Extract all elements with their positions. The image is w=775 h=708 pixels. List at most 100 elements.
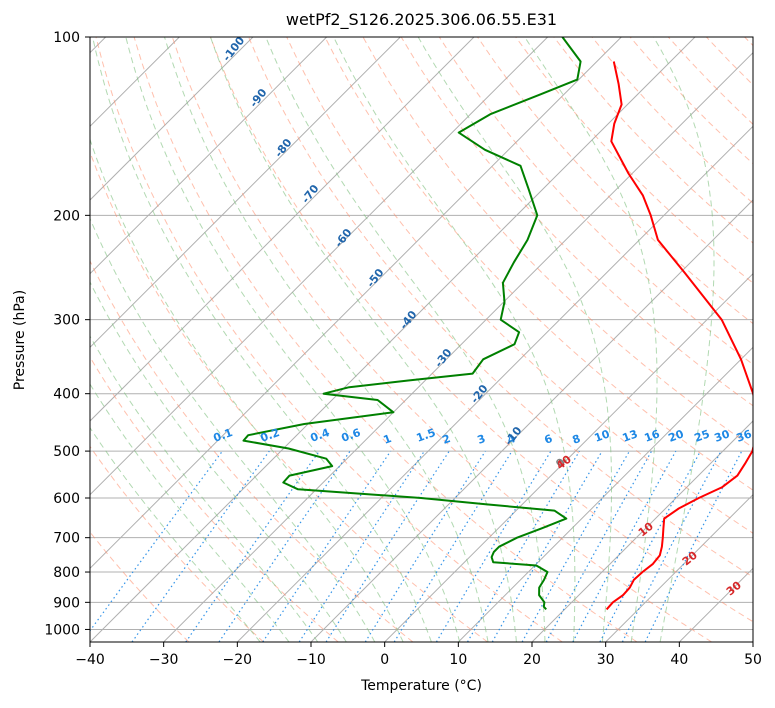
mixing-ratio-line <box>218 450 351 642</box>
x-tick-label: −30 <box>149 652 179 668</box>
mixing-ratio-line <box>90 450 223 632</box>
dry-adiabat <box>706 37 753 86</box>
mixing-ratio-line <box>262 450 392 642</box>
mixing-ratio-label: 1.5 <box>415 426 438 445</box>
moist-adiabat <box>90 137 404 642</box>
moist-adiabat <box>524 37 658 642</box>
moist-adiabat <box>90 280 347 642</box>
dry-adiabat <box>248 37 753 578</box>
dry-adiabat <box>477 37 753 325</box>
y-tick-label: 800 <box>53 565 80 581</box>
mixing-ratio-label: 2 <box>441 432 453 447</box>
annotation-layer: 0.1 0.2 0.4 0.6 1 1.5 2 3 4 6 8 10 13 16 20 25 30 36-100-… <box>212 34 753 598</box>
x-tick-label: 20 <box>523 652 541 668</box>
dry-adiabat <box>133 37 638 642</box>
x-axis-label: Temperature (°C) <box>361 678 482 694</box>
mixing-ratio-label: 0.4 <box>309 426 332 445</box>
y-tick-label: 600 <box>53 491 80 507</box>
x-tick-label: 0 <box>380 652 389 668</box>
isotherm-gridline <box>90 37 622 570</box>
y-tick-label: 400 <box>53 387 80 403</box>
x-tick-label: −10 <box>296 652 326 668</box>
isotherm-gridline <box>90 37 328 275</box>
moist-adiabat <box>90 426 261 642</box>
isotherm-gridline <box>236 125 753 642</box>
isotherm-gridline <box>457 346 753 642</box>
moist-adiabat <box>125 37 461 642</box>
x-tick-label: 10 <box>449 652 467 668</box>
axis-layer: −40 −30 −20 −10 0 10 20 30 40 5010020030040050060… <box>44 30 762 668</box>
x-tick-label: −40 <box>75 652 105 668</box>
y-tick-label: 200 <box>53 208 80 224</box>
moist-adiabat-label: -80 <box>272 136 295 160</box>
dry-adiabat <box>438 37 753 366</box>
isotherm-gridline <box>163 51 753 642</box>
mixing-ratio-label: 4 <box>506 432 518 447</box>
mixing-ratio-line <box>435 450 552 642</box>
isotherm-gridline <box>752 641 753 642</box>
y-tick-label: 500 <box>53 444 80 460</box>
mixing-ratio-line <box>393 450 513 642</box>
moist-adiabat <box>90 383 290 642</box>
moist-adiabat <box>653 37 715 642</box>
mixing-ratio-line <box>298 450 425 642</box>
mixing-ratio-label: 10 <box>593 427 612 445</box>
isotherm-gridline <box>384 272 753 642</box>
moist-adiabat-label: -90 <box>247 86 270 110</box>
dry-adiabat <box>95 37 563 642</box>
dry-adiabat <box>553 37 753 244</box>
y-tick-label: 700 <box>53 531 80 547</box>
moist-adiabat <box>92 37 432 642</box>
dry-adiabat <box>90 259 414 642</box>
mixing-ratio-line <box>599 450 702 642</box>
dry-adiabat <box>209 37 753 623</box>
moist-adiabat-label: -70 <box>299 182 322 206</box>
mixing-ratio-line <box>325 450 450 642</box>
dewpoint-line <box>242 37 582 611</box>
dry-adiabat <box>324 37 753 491</box>
dry-adiabat <box>744 37 753 47</box>
moist-adiabat-label: -50 <box>364 266 387 290</box>
y-tick-label: 100 <box>53 30 80 46</box>
mixing-ratio-label: 20 <box>667 427 686 445</box>
mixing-ratio-label: 25 <box>693 427 712 444</box>
x-tick-label: 50 <box>744 652 762 668</box>
isotherm-gridline <box>90 37 401 349</box>
x-tick-label: 30 <box>597 652 615 668</box>
isotherm-gridline <box>90 37 254 201</box>
mixing-ratio-label: 3 <box>476 432 488 447</box>
moist-adiabat <box>333 37 576 642</box>
mixing-ratio-label: 30 <box>713 427 732 445</box>
dry-adiabat <box>667 37 753 125</box>
moist-adiabat <box>417 37 612 642</box>
y-tick-label: 900 <box>53 595 80 611</box>
chart-title: wetPf2_S126.2025.306.06.55.E31 <box>285 10 558 29</box>
moist-adiabat-label: -60 <box>332 226 355 250</box>
mixing-ratio-label: 0.1 <box>212 426 235 445</box>
moist-adiabat <box>90 335 319 642</box>
mixing-ratio-label: 13 <box>621 427 640 444</box>
mixing-ratio-label: 6 <box>543 432 555 447</box>
dry-adiabat <box>515 37 753 284</box>
mixing-ratio-line <box>521 450 631 642</box>
x-tick-label: −20 <box>223 652 253 668</box>
mixing-ratio-line <box>644 450 743 642</box>
moist-adiabat <box>210 37 517 642</box>
mixing-ratio-label: 0.2 <box>259 426 282 445</box>
y-tick-label: 300 <box>53 313 80 329</box>
dry-adiabat <box>90 150 488 642</box>
moist-adiabat-label: -20 <box>468 382 491 406</box>
series-layer <box>242 37 753 611</box>
isotherm-gridline <box>531 420 753 642</box>
adiabat-layer <box>90 37 753 642</box>
isotherm-gridline <box>90 37 475 422</box>
mixing-ratio-label: 1 <box>382 432 394 447</box>
moist-adiabat-label: -100 <box>220 34 247 64</box>
mixing-ratio-label: 0.6 <box>340 426 363 445</box>
dry-adiabat-label: 30 <box>724 578 744 598</box>
moist-adiabat-label: -10 <box>502 424 525 448</box>
moist-adiabat <box>90 217 376 642</box>
moist-adiabat-label: -30 <box>432 346 455 370</box>
dry-adiabat <box>286 37 753 534</box>
